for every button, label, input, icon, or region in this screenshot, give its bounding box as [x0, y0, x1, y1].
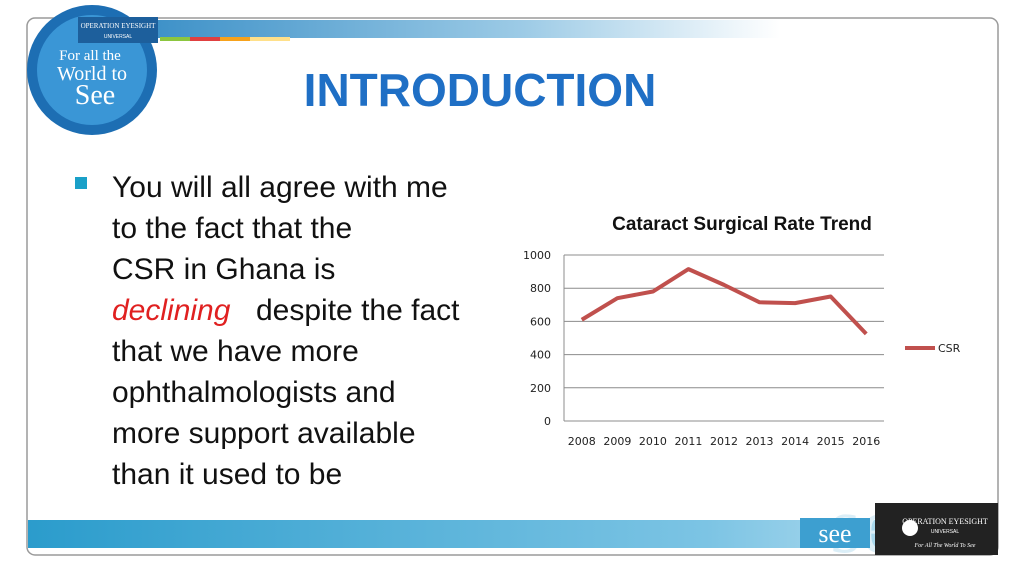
bullet-line: despite the fact	[256, 294, 460, 327]
chart-title: Cataract Surgical Rate Trend	[612, 214, 872, 235]
bullet-line: CSR in Ghana is	[112, 253, 335, 286]
top-band	[140, 20, 780, 38]
bullet-line: You will all agree with me	[112, 171, 448, 204]
footer-logo: OPERATION EYESIGHT UNIVERSAL For All The…	[800, 503, 998, 555]
logo-text-top: For all the	[59, 48, 121, 64]
x-tick-label: 2014	[781, 435, 809, 448]
bullet-marker	[75, 177, 87, 189]
bullet-line: more support available	[112, 417, 416, 450]
x-tick-label: 2009	[603, 435, 631, 448]
x-tick-label: 2010	[639, 435, 667, 448]
data-line	[580, 267, 868, 336]
logo-org: OPERATION EYESIGHT	[81, 22, 157, 30]
x-tick-label: 2008	[568, 435, 596, 448]
footer-logo-box	[875, 503, 998, 555]
color-strip	[160, 37, 290, 41]
logo: OPERATION EYESIGHT UNIVERSAL For all the…	[27, 5, 158, 135]
x-tick-label: 2012	[710, 435, 738, 448]
chart: 0 200 400 600 800 1000 2008 2009 2010 2011 2012 201…	[523, 249, 961, 448]
logo-text-mid: World to	[57, 63, 127, 85]
x-tick-label: 2013	[746, 435, 774, 448]
bullet-text: You will all agree with me to the fact th…	[112, 171, 460, 491]
footer-see-box	[800, 518, 870, 548]
y-tick-label: 1000	[523, 249, 551, 262]
y-tick-label: 800	[530, 282, 551, 295]
legend-label: CSR	[938, 342, 961, 355]
emphasis-word: declining	[112, 294, 231, 327]
x-tick-label: 2011	[674, 435, 702, 448]
bullet-line: to the fact that the	[112, 212, 352, 245]
slide-title: INTRODUCTION	[304, 64, 657, 116]
footer-org: OPERATION EYESIGHT	[902, 517, 988, 526]
x-tick-label: 2016	[852, 435, 880, 448]
footer-org-sub: UNIVERSAL	[931, 529, 960, 535]
logo-plate	[78, 17, 158, 43]
y-tick-label: 400	[530, 349, 551, 362]
logo-org-sub: UNIVERSAL	[104, 34, 133, 40]
bullet-line: ophthalmologists and	[112, 376, 396, 409]
footer-eye	[902, 520, 918, 536]
y-tick-label: 0	[544, 415, 551, 428]
y-tick-label: 200	[530, 382, 551, 395]
y-tick-label: 600	[530, 315, 551, 328]
logo-text-bottom: See	[75, 80, 115, 111]
footer-tagline: For All The World To See	[914, 543, 976, 549]
bullet-line: that we have more	[112, 335, 359, 368]
x-tick-label: 2015	[817, 435, 845, 448]
footer-see: see	[818, 519, 851, 548]
bullet-line: than it used to be	[112, 458, 342, 491]
